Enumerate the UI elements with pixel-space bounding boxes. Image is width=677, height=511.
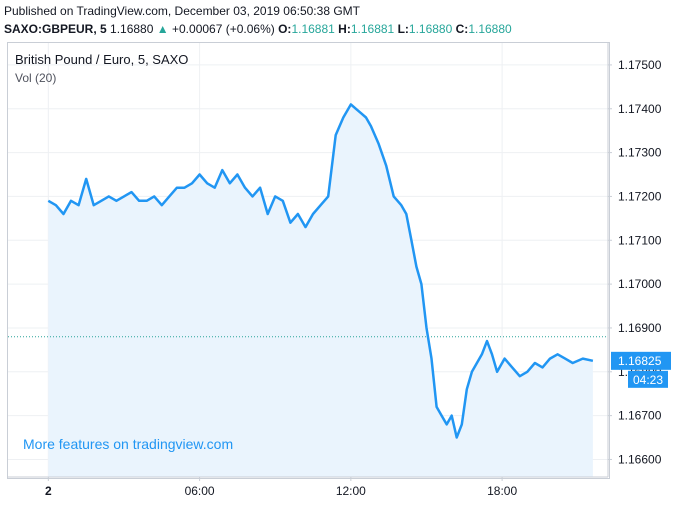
price-tick-label: 1.17000: [618, 277, 662, 291]
change-arrow-icon: ▲: [156, 22, 169, 36]
time-tick-label: 2: [45, 484, 52, 498]
chart-title: British Pound / Euro, 5, SAXO: [15, 52, 189, 67]
high-label: H:: [338, 22, 351, 36]
low-value: 1.16880: [408, 22, 453, 36]
price-tick-label: 1.16600: [618, 452, 662, 466]
volume-label: Vol (20): [15, 71, 57, 85]
price-line: [47, 103, 594, 439]
price-area-fill: [48, 104, 593, 478]
close-label: C:: [455, 22, 469, 36]
time-tick-label: 18:00: [487, 484, 517, 498]
last-price: 1.16880: [110, 22, 154, 36]
open-value: 1.16881: [291, 22, 335, 36]
tradingview-promo-link[interactable]: More features on tradingview.com: [23, 436, 234, 452]
price-tick-label: 1.16700: [618, 409, 662, 423]
low-label: L:: [397, 22, 409, 36]
price-tick-label: 1.17300: [618, 146, 662, 160]
last-price-badge-label: 1.16825: [618, 354, 662, 368]
price-tick-label: 1.17200: [618, 189, 662, 203]
time-tick-label: 06:00: [185, 484, 215, 498]
price-tick-label: 1.17100: [618, 233, 662, 247]
price-tick-label: 1.17400: [618, 102, 662, 116]
last-price-badge: [611, 351, 671, 370]
time-tick-label: 12:00: [336, 484, 366, 498]
countdown-badge: [628, 370, 668, 388]
close-value: 1.16880: [468, 22, 512, 36]
open-label: O:: [278, 22, 292, 36]
published-line: Published on TradingView.com, December 0…: [4, 4, 360, 18]
symbol-name[interactable]: SAXO:GBPEUR, 5: [4, 22, 107, 36]
high-value: 1.16881: [350, 22, 395, 36]
price-tick-label: 1.16900: [618, 321, 662, 335]
countdown-badge-label: 04:23: [633, 373, 663, 387]
change-value: +0.00067 (+0.06%): [172, 22, 275, 36]
price-tick-label: 1.17500: [618, 58, 662, 72]
symbol-ohlc-line: SAXO:GBPEUR, 5 1.16880 ▲ +0.00067 (+0.06…: [4, 22, 512, 36]
